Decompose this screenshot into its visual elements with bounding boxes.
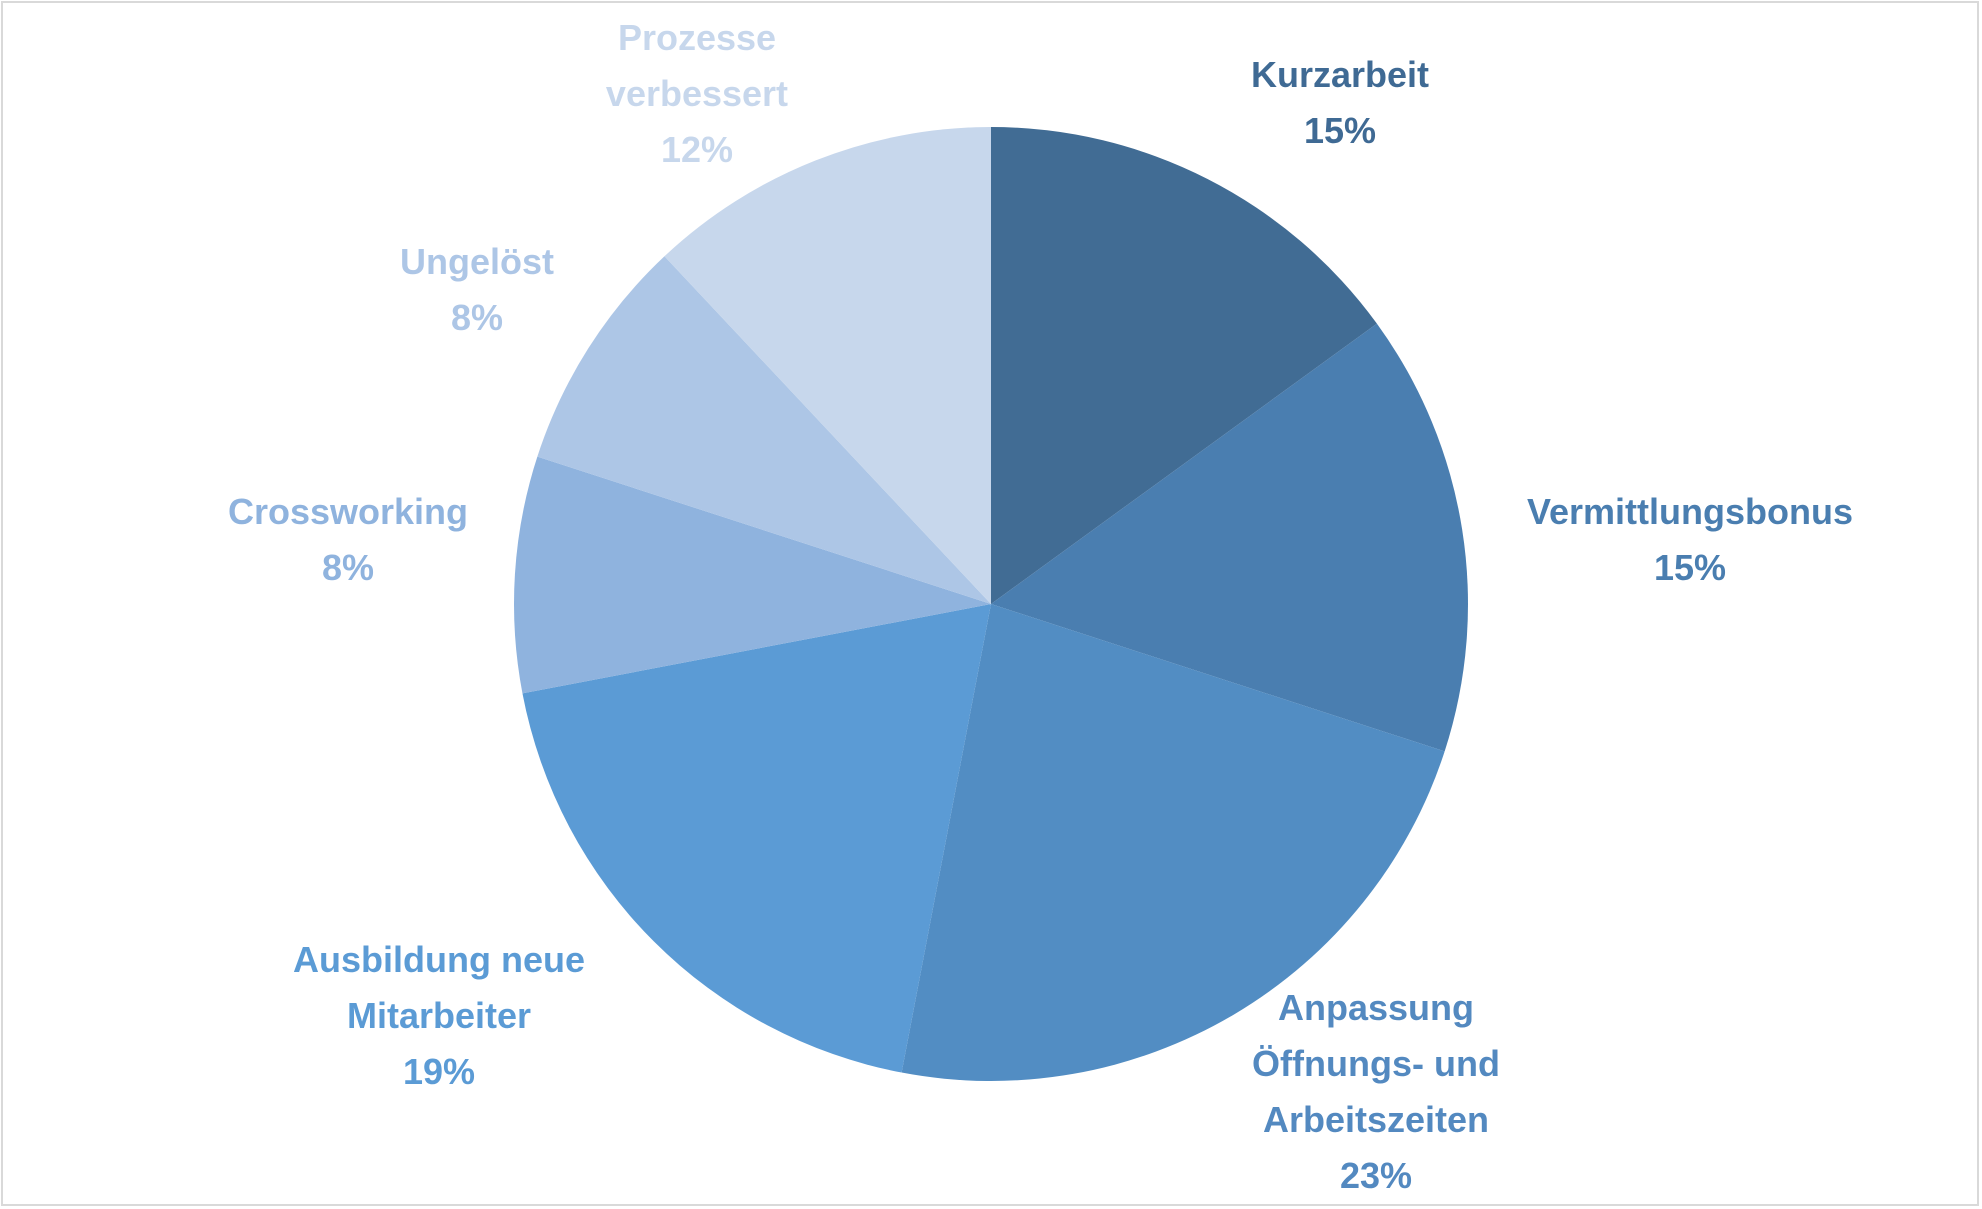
pie-slice-4 bbox=[514, 456, 991, 694]
slice-percent: 8% bbox=[451, 297, 503, 338]
slice-label-line: Ausbildung neue bbox=[293, 939, 585, 980]
pie-slice-5 bbox=[537, 256, 991, 604]
pie-slice-0 bbox=[991, 127, 1377, 604]
slice-percent: 19% bbox=[403, 1051, 475, 1092]
slice-label-0: Kurzarbeit 15% bbox=[1251, 54, 1429, 151]
pie-slice-3 bbox=[522, 604, 991, 1073]
slice-label-line: Vermittlungsbonus bbox=[1527, 491, 1853, 532]
slice-label-line: Arbeitszeiten bbox=[1263, 1099, 1489, 1140]
slice-label-line: Öffnungs- und bbox=[1252, 1043, 1500, 1084]
slice-label-3: Ausbildung neue Mitarbeiter 19% bbox=[293, 939, 585, 1092]
slice-label-6: Prozesse verbessert 12% bbox=[606, 17, 788, 170]
slice-label-line: Crossworking bbox=[228, 491, 468, 532]
slice-percent: 15% bbox=[1654, 547, 1726, 588]
pie-slice-1 bbox=[991, 323, 1468, 752]
pie-slice-2 bbox=[901, 604, 1445, 1081]
pie-slice-6 bbox=[664, 127, 991, 604]
slice-label-5: Ungelöst 8% bbox=[400, 241, 554, 338]
slice-label-line: Mitarbeiter bbox=[347, 995, 531, 1036]
slice-percent: 23% bbox=[1340, 1155, 1412, 1196]
slice-percent: 12% bbox=[661, 129, 733, 170]
slice-label-line: Prozesse bbox=[618, 17, 776, 58]
pie-slices bbox=[514, 127, 1468, 1081]
pie-labels: Kurzarbeit 15% Vermittlungsbonus 15% Anpassu… bbox=[228, 17, 1853, 1196]
slice-label-1: Vermittlungsbonus 15% bbox=[1527, 491, 1853, 588]
slice-percent: 15% bbox=[1304, 110, 1376, 151]
slice-label-2: Anpassung Öffnungs- und Arbeitszeiten 23% bbox=[1252, 987, 1500, 1196]
slice-label-line: Kurzarbeit bbox=[1251, 54, 1429, 95]
slice-label-line: verbessert bbox=[606, 73, 788, 114]
slice-label-4: Crossworking 8% bbox=[228, 491, 468, 588]
slice-label-line: Ungelöst bbox=[400, 241, 554, 282]
slice-label-line: Anpassung bbox=[1278, 987, 1474, 1028]
slice-percent: 8% bbox=[322, 547, 374, 588]
